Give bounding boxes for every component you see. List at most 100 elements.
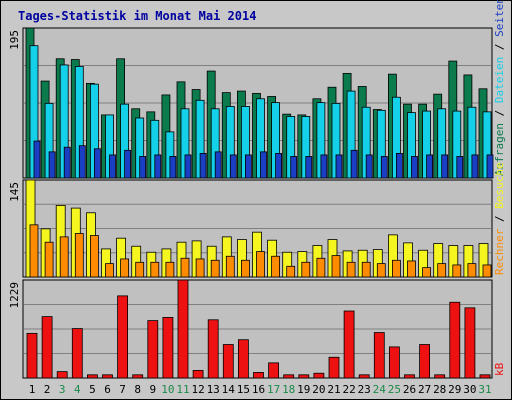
bar-kb-day-14: [222, 344, 234, 379]
x-tick-label: 5: [89, 383, 96, 396]
x-tick-label: 16: [252, 383, 265, 396]
x-tick-label: 27: [418, 383, 431, 396]
legend-kb: kB: [493, 362, 506, 376]
kb-side-legend: kB: [493, 362, 506, 376]
kb-ymax-label: 1229: [8, 282, 21, 309]
x-tick-label: 3: [59, 383, 66, 396]
bar-kb-day-3: [56, 371, 68, 379]
bar-rechner-day-26: [407, 260, 416, 278]
bar-kb-day-26: [404, 374, 415, 379]
x-tick-label: 14: [222, 383, 236, 396]
legend-besuche: Besuche: [493, 162, 506, 208]
legend-anfragen: Anfragen: [493, 123, 506, 176]
bar-kb-day-20: [313, 372, 325, 379]
bar-rechner-day-13: [210, 259, 220, 278]
bar-seiten-day-20: [320, 154, 328, 179]
bar-seiten-day-31: [486, 154, 494, 179]
legend-separator: /: [493, 44, 506, 51]
bar-rechner-day-23: [361, 261, 371, 278]
bar-kb-day-24: [373, 332, 385, 379]
bar-kb-day-31: [479, 374, 491, 379]
bar-seiten-day-27: [426, 154, 434, 179]
x-tick-label: 20: [312, 383, 325, 396]
bar-kb-day-28: [434, 374, 446, 379]
visits-ymax-label: 145: [8, 182, 21, 202]
bar-rechner-day-6: [105, 263, 114, 278]
bar-kb-day-5: [87, 374, 98, 379]
x-tick-label: 25: [388, 383, 401, 396]
bar-rechner-day-3: [59, 236, 69, 278]
bar-rechner-day-19: [301, 261, 311, 278]
bar-kb-day-25: [388, 346, 400, 379]
bar-kb-day-4: [71, 328, 83, 379]
bar-seiten-day-17: [275, 152, 283, 179]
x-tick-label: 24: [373, 383, 387, 396]
bar-seiten-day-14: [229, 154, 237, 179]
bar-seiten-day-26: [411, 156, 418, 179]
bar-rechner-day-20: [316, 257, 326, 278]
bar-rechner-day-15: [240, 259, 250, 278]
bar-kb-day-23: [358, 374, 370, 379]
bar-rechner-day-14: [225, 255, 235, 278]
bar-seiten-day-15: [244, 154, 252, 179]
bar-seiten-day-19: [305, 156, 313, 179]
bar-seiten-day-11: [184, 154, 192, 179]
bar-kb-day-18: [283, 374, 295, 379]
hits-ymax-label: 195: [8, 30, 21, 50]
bar-seiten-day-8: [139, 156, 147, 179]
x-tick-label: 13: [207, 383, 220, 396]
x-tick-label: 15: [237, 383, 250, 396]
bar-seiten-day-24: [380, 156, 388, 179]
x-tick-label: 12: [191, 383, 204, 396]
x-tick-label: 2: [44, 383, 51, 396]
bar-kb-day-17: [268, 362, 280, 379]
bar-seiten-day-16: [260, 151, 267, 179]
bar-seiten-day-7: [124, 149, 131, 179]
legend-seiten: Seiten: [493, 0, 506, 37]
bar-seiten-day-12: [199, 152, 207, 179]
bar-seiten-day-2: [48, 151, 56, 179]
bar-rechner-day-21: [331, 255, 341, 278]
bar-rechner-day-7: [120, 258, 129, 278]
bar-rechner-day-12: [195, 258, 205, 278]
bar-kb-day-6: [102, 374, 113, 379]
x-tick-label: 18: [282, 383, 295, 396]
bar-rechner-day-4: [74, 233, 84, 278]
bar-rechner-day-29: [452, 264, 462, 278]
bar-seiten-day-1: [33, 140, 41, 179]
bar-kb-day-15: [237, 339, 249, 379]
bar-kb-day-16: [253, 372, 264, 379]
bar-kb-day-27: [419, 344, 431, 379]
x-tick-label: 8: [134, 383, 141, 396]
x-tick-label: 6: [104, 383, 111, 396]
bar-rechner-day-8: [135, 261, 145, 278]
bar-rechner-day-16: [256, 251, 265, 278]
bar-seiten-day-25: [395, 152, 403, 179]
x-tick-label: 17: [267, 383, 280, 396]
x-tick-label: 22: [342, 383, 355, 396]
legend-dateien: Dateien: [493, 57, 506, 103]
bar-seiten-day-29: [456, 156, 464, 179]
bar-rechner-day-30: [467, 263, 477, 278]
bar-rechner-day-31: [482, 264, 492, 278]
bar-seiten-day-30: [471, 154, 479, 179]
visits-side-legend: Rechner / Besuche: [493, 162, 506, 275]
bar-kb-day-11: [177, 279, 189, 379]
bar-rechner-day-10: [165, 261, 175, 278]
legend-separator: /: [493, 215, 506, 222]
x-tick-label: 1: [29, 383, 36, 396]
bar-seiten-day-6: [109, 154, 116, 179]
legend-rechner: Rechner: [493, 228, 506, 275]
bar-rechner-day-28: [437, 263, 447, 278]
bar-kb-day-12: [192, 370, 204, 379]
bar-rechner-day-18: [286, 265, 296, 278]
bar-seiten-day-5: [94, 148, 101, 179]
bar-rechner-day-27: [422, 267, 432, 278]
bar-seiten-day-22: [350, 149, 358, 179]
bar-seiten-day-18: [290, 156, 298, 179]
bar-seiten-day-3: [63, 146, 71, 179]
bar-rechner-day-24: [376, 263, 386, 278]
x-tick-label: 7: [119, 383, 126, 396]
bar-kb-day-21: [328, 356, 340, 379]
